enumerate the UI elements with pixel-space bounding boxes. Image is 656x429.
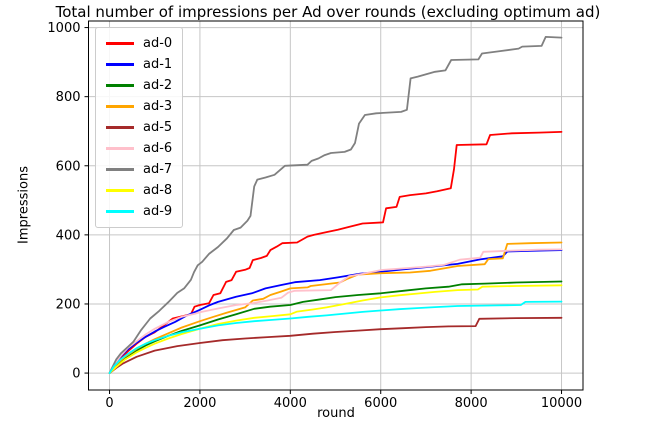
axes-frame	[88, 20, 584, 391]
legend-swatch-ad-6	[106, 147, 134, 150]
legend-item-ad-7: ad-7	[106, 159, 172, 180]
series-line-ad-1	[108, 249, 563, 375]
legend-label-ad-2: ad-2	[143, 78, 173, 93]
legend-swatch-ad-1	[106, 63, 134, 66]
legend-item-ad-2: ad-2	[106, 75, 172, 96]
legend-label-ad-1: ad-1	[143, 57, 173, 72]
legend-item-ad-6: ad-6	[106, 138, 172, 159]
x-axis-label: round	[317, 406, 355, 421]
legend-swatch-ad-3	[106, 105, 134, 108]
legend-label-ad-7: ad-7	[143, 162, 173, 177]
legend-item-ad-1: ad-1	[106, 54, 172, 75]
series-line-ad-7	[108, 36, 563, 375]
legend-label-ad-8: ad-8	[143, 183, 173, 198]
legend-item-ad-0: ad-0	[106, 33, 172, 54]
series-line-ad-6	[108, 248, 563, 375]
legend-item-ad-8: ad-8	[106, 180, 172, 201]
series-line-ad-9	[108, 300, 563, 375]
y-tick-label-1000: 1000	[47, 21, 80, 36]
legend-swatch-ad-0	[106, 42, 134, 45]
legend-swatch-ad-9	[106, 210, 134, 213]
chart-title: Total number of impressions per Ad over …	[55, 3, 601, 21]
legend-label-ad-5: ad-5	[143, 120, 173, 135]
legend-item-ad-9: ad-9	[106, 201, 172, 222]
y-tick-label-600: 600	[56, 159, 81, 174]
series-line-ad-5	[108, 316, 563, 375]
series-line-ad-2	[108, 280, 563, 375]
x-tick-label-8000: 8000	[455, 396, 488, 411]
legend-label-ad-0: ad-0	[143, 36, 173, 51]
x-tick-label-6000: 6000	[364, 396, 397, 411]
legend-label-ad-9: ad-9	[143, 204, 173, 219]
y-tick-label-0: 0	[72, 367, 80, 382]
y-tick-label-400: 400	[56, 228, 81, 243]
x-tick-label-10000: 10000	[541, 396, 582, 411]
legend-swatch-ad-2	[106, 84, 134, 87]
legend-swatch-ad-8	[106, 189, 134, 192]
y-tick-label-800: 800	[56, 90, 81, 105]
legend-item-ad-3: ad-3	[106, 96, 172, 117]
series-line-ad-3	[108, 241, 563, 375]
series-line-ad-8	[108, 284, 563, 375]
legend-item-ad-5: ad-5	[106, 117, 172, 138]
y-tick-label-200: 200	[56, 297, 81, 312]
y-axis-label: Impressions	[16, 166, 32, 244]
x-tick-label-0: 0	[105, 396, 113, 411]
legend-swatch-ad-5	[106, 126, 134, 129]
legend-label-ad-6: ad-6	[143, 141, 173, 156]
x-tick-label-2000: 2000	[183, 396, 216, 411]
legend-swatch-ad-7	[106, 168, 134, 171]
x-tick-label-4000: 4000	[274, 396, 307, 411]
legend-label-ad-3: ad-3	[143, 99, 173, 114]
series-line-ad-0	[108, 130, 563, 375]
legend: ad-0 ad-1 ad-2 ad-3 ad-5 ad-6 ad-7 ad-8 ad-9	[95, 27, 184, 228]
